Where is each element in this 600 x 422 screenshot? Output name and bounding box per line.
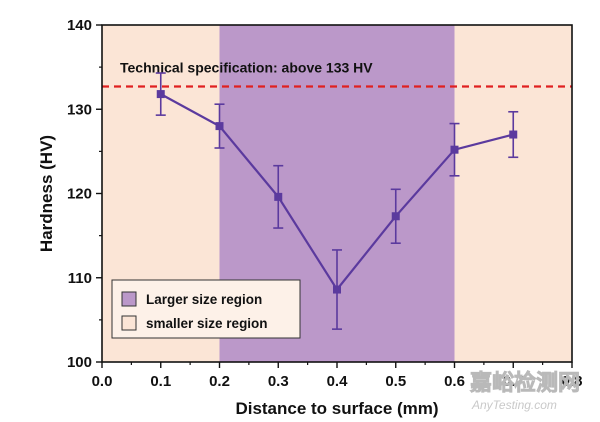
y-axis-title: Hardness (HV) [37, 135, 56, 252]
x-tick-label: 0.3 [268, 373, 289, 390]
legend-box [111, 279, 301, 339]
region-band-2 [454, 25, 572, 362]
legend-label-smaller: smaller size region [146, 316, 268, 331]
data-point-marker [156, 90, 165, 99]
data-point-marker [274, 192, 283, 201]
x-tick-label: 0.6 [444, 373, 465, 390]
y-tick-label: 100 [67, 354, 92, 371]
data-point-group [214, 103, 225, 149]
y-tick-label: 130 [67, 101, 92, 118]
x-tick-label: 0.4 [327, 373, 349, 390]
data-point-marker [450, 145, 459, 154]
x-tick-label: 0.8 [562, 373, 583, 390]
x-axis-title: Distance to surface (mm) [235, 399, 438, 418]
x-tick-label: 0.1 [150, 373, 171, 390]
y-tick-label: 110 [68, 270, 92, 287]
data-point-group [273, 164, 284, 229]
data-point-group [390, 188, 401, 245]
x-tick-label: 0.5 [385, 373, 406, 390]
data-point-marker [215, 122, 224, 131]
watermark-english: AnyTesting.com [471, 398, 557, 412]
legend-label-larger: Larger size region [146, 292, 262, 307]
watermark: 嘉峪检测网 AnyTesting.com [470, 370, 581, 412]
axes-layer: 0.0 0.1 0.2 0.3 0.4 0.5 0.6 0.7 0.8 100 110 120 130 1… [67, 17, 582, 390]
x-tick-label: 0.7 [503, 373, 524, 390]
legend-swatch-larger [121, 291, 137, 307]
data-point-marker [391, 212, 400, 221]
x-tick-label: 0.2 [209, 373, 230, 390]
y-tick-label: 140 [67, 17, 92, 34]
reference-line-label: Technical specification: above 133 HV [120, 60, 373, 76]
data-point-group [508, 110, 519, 159]
data-point-marker [333, 285, 341, 294]
data-point-group [155, 72, 166, 116]
reference-line-layer: Technical specification: above 133 HV [102, 60, 572, 88]
watermark-chinese: 嘉峪检测网 [470, 370, 580, 396]
series-layer [155, 72, 519, 330]
data-point-group [449, 122, 460, 177]
data-point-marker [509, 130, 518, 139]
legend-swatch-smaller [121, 315, 137, 331]
data-point-group [332, 249, 342, 330]
legend: Larger size region smaller size region [111, 279, 301, 339]
y-tick-label: 120 [67, 186, 92, 203]
x-tick-label: 0.0 [92, 373, 113, 390]
